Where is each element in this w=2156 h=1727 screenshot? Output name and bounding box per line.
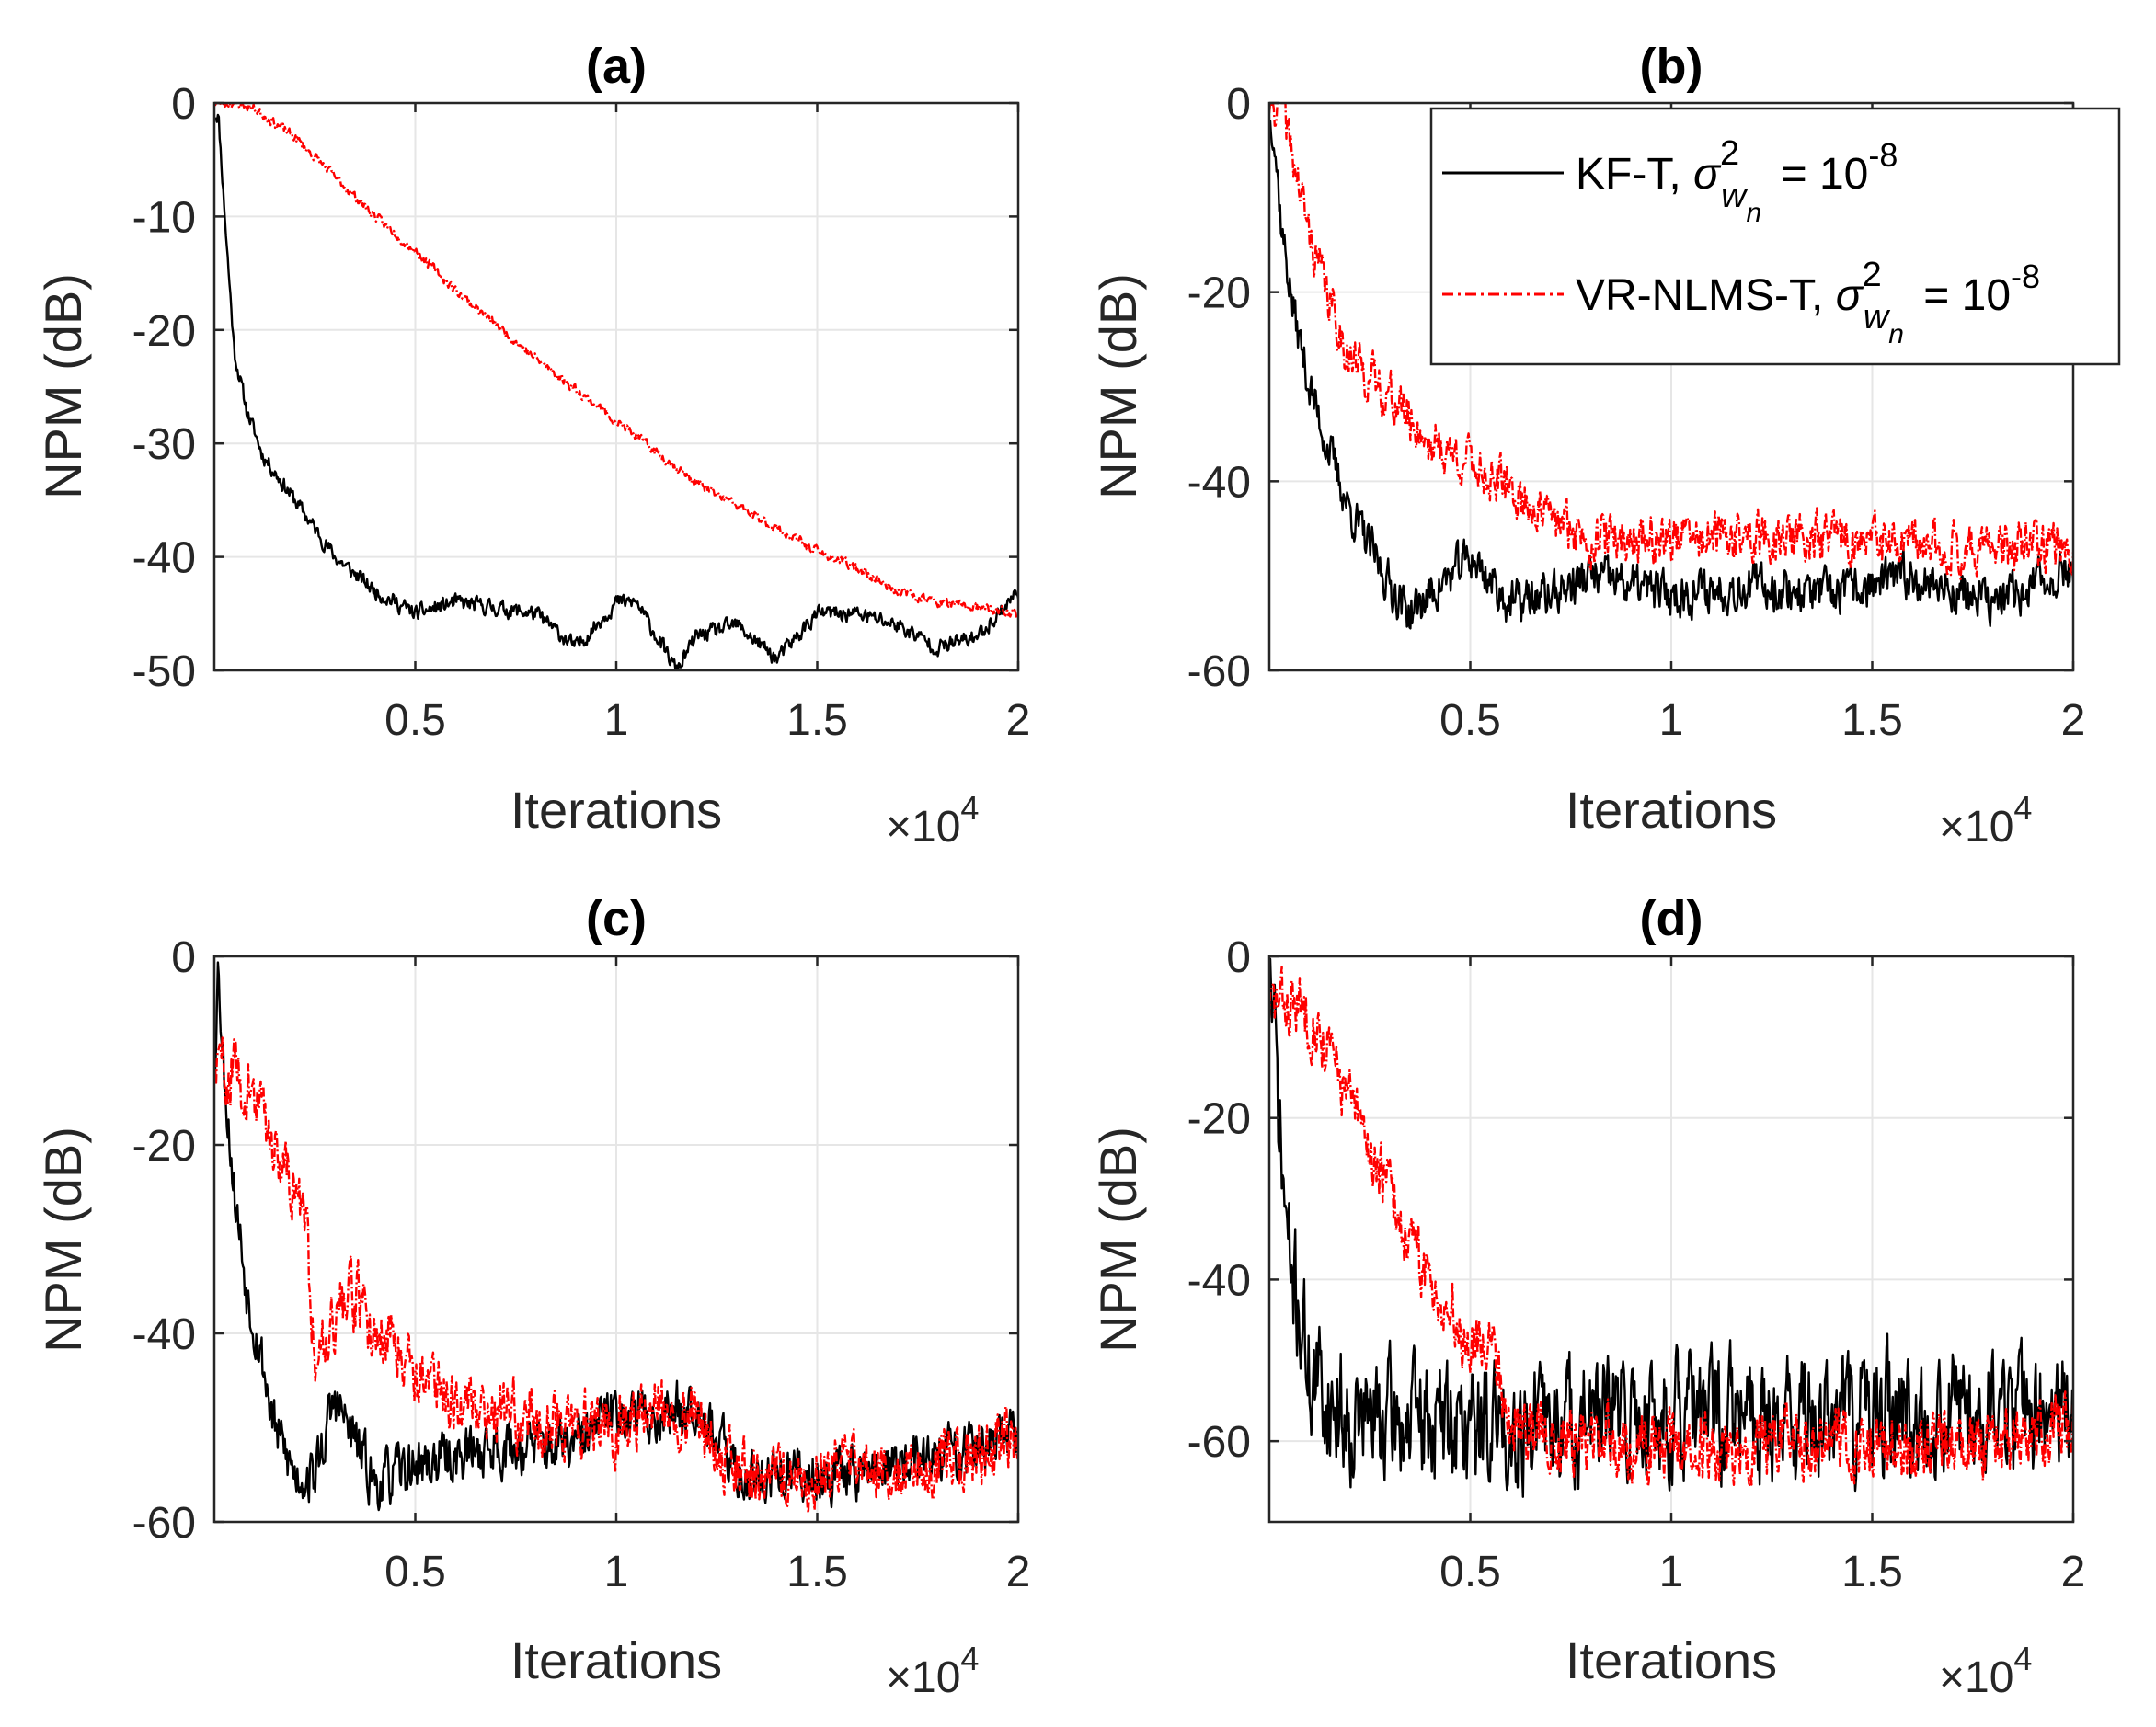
x-multiplier: ×10	[886, 1653, 960, 1702]
legend-value-exponent: -8	[2011, 257, 2040, 295]
legend-label: VR-NLMS-T,	[1576, 271, 1836, 320]
series-line-kf-t	[1269, 957, 2073, 1498]
y-tick-label: -60	[1187, 1418, 1251, 1467]
y-tick-label: 0	[1226, 933, 1251, 982]
sigma-symbol: σ	[1836, 271, 1864, 320]
x-tick-label: 0.5	[1439, 1548, 1501, 1596]
x-exponent-label: ×104	[1939, 1640, 2032, 1702]
x-tick-label: 0.5	[384, 1548, 446, 1596]
panel-a: 0.5 1 1.5 20-10-20-30-40-50 (a) Iterations …	[34, 39, 1030, 852]
sigma-superscript: 2	[1720, 134, 1739, 173]
legend-value: = 10	[1769, 150, 1868, 199]
x-tick-label: 1.5	[786, 696, 848, 745]
y-tick-label: -20	[132, 307, 196, 356]
x-multiplier-exponent: 4	[2013, 789, 2032, 827]
panel-d: 0.5 1 1.5 2 0 -20 -40 -60 (d) Iterations NPM (d…	[1089, 891, 2085, 1702]
x-multiplier-exponent: 4	[960, 789, 979, 827]
x-tick-label: 1	[1659, 696, 1684, 745]
x-tick-label: 1	[604, 696, 629, 745]
legend-label: KF-T,	[1576, 150, 1693, 199]
legend-entry-vr-nlms-t: VR-NLMS-T, σ2 wn = 10-8	[1576, 256, 2040, 349]
y-axis-label: NPM (dB)	[34, 273, 92, 499]
y-tick-label: -60	[1187, 647, 1251, 696]
ticks: 0.5 1 1.5 2 0 -10 -20 -30 -40 -50	[132, 80, 1031, 745]
legend: KF-T, σ2 wn = 10-8 VR-NLMS-T, σ2 wn = 10-8	[1429, 107, 2121, 366]
sigma-subscript: w	[1864, 298, 1891, 337]
panel-c: 0.5 1 1.5 2 0 -20 -40 -60 (c) Iterations NPM (d…	[34, 891, 1030, 1702]
y-axis-label: NPM (dB)	[34, 1127, 92, 1353]
sigma-symbol: σ	[1693, 150, 1722, 199]
x-tick-label: 1.5	[786, 1548, 848, 1596]
y-axis-label: NPM (dB)	[1089, 273, 1147, 499]
x-axis-label: Iterations	[510, 781, 722, 839]
y-tick-label: -40	[1187, 1256, 1251, 1305]
x-axis-label: Iterations	[1565, 1631, 1777, 1689]
legend-value-exponent: -8	[1868, 136, 1898, 174]
ticks: 0.5 1 1.5 2 0 -20 -40 -60	[1187, 80, 2086, 745]
legend-entry-kf-t: KF-T, σ2 wn = 10-8	[1576, 134, 1898, 228]
y-tick-label: -40	[132, 534, 196, 583]
sigma-subscript: w	[1721, 177, 1749, 215]
series-line-vr-nlms-t	[214, 103, 1018, 620]
x-tick-label: 0.5	[1439, 696, 1501, 745]
grid	[1269, 956, 2073, 1522]
x-tick-label: 1.5	[1841, 1548, 1903, 1596]
grid	[214, 956, 1018, 1522]
y-tick-label: -30	[132, 420, 196, 469]
grid	[214, 103, 1018, 670]
series-line-vr-nlms-t	[1269, 965, 2073, 1488]
ticks: 0.5 1 1.5 2 0 -20 -40 -60	[132, 933, 1031, 1596]
x-tick-label: 2	[2061, 696, 2086, 745]
x-tick-label: 2	[1006, 696, 1031, 745]
y-tick-label: -20	[132, 1122, 196, 1171]
series-layer	[214, 103, 1018, 670]
x-exponent-label: ×104	[886, 1640, 979, 1702]
x-tick-label: 1	[1659, 1548, 1684, 1596]
x-tick-label: 2	[1006, 1548, 1031, 1596]
ticks: 0.5 1 1.5 2 0 -20 -40 -60	[1187, 933, 2086, 1596]
x-exponent-label: ×104	[1939, 789, 2032, 852]
x-multiplier-exponent: 4	[960, 1640, 979, 1677]
y-tick-label: -60	[132, 1499, 196, 1548]
x-exponent-label: ×104	[886, 789, 979, 852]
series-line-vr-nlms-t	[214, 1036, 1018, 1515]
x-multiplier: ×10	[1939, 1653, 2013, 1702]
legend-box	[1429, 107, 2121, 366]
x-axis-label: Iterations	[1565, 781, 1777, 839]
panel-title: (a)	[586, 39, 647, 94]
series-line-kf-t	[214, 113, 1018, 670]
x-multiplier-exponent: 4	[2013, 1640, 2032, 1677]
y-tick-label: -20	[1187, 269, 1251, 318]
x-multiplier: ×10	[886, 803, 960, 852]
series-line-kf-t	[1269, 120, 2073, 630]
y-tick-label: -40	[132, 1310, 196, 1359]
series-layer	[1269, 103, 2073, 630]
x-multiplier: ×10	[1939, 803, 2013, 852]
sigma-sub-subscript: n	[1888, 319, 1904, 349]
x-tick-label: 0.5	[384, 696, 446, 745]
sigma-sub-subscript: n	[1747, 198, 1762, 228]
panel-b: 0.5 1 1.5 2 0 -20 -40 -60 (b) Iterations NPM (d…	[1089, 39, 2121, 852]
y-tick-label: 0	[171, 80, 196, 129]
sigma-superscript: 2	[1863, 256, 1882, 294]
x-tick-label: 2	[2061, 1548, 2086, 1596]
series-line-vr-nlms-t	[1269, 103, 2073, 580]
series-layer	[214, 961, 1018, 1515]
panel-title: (d)	[1640, 891, 1703, 946]
y-tick-label: -50	[132, 647, 196, 696]
y-tick-label: -10	[132, 193, 196, 242]
panel-title: (b)	[1640, 39, 1703, 94]
y-axis-label: NPM (dB)	[1089, 1127, 1147, 1353]
series-layer	[1269, 957, 2073, 1498]
x-tick-label: 1	[604, 1548, 629, 1596]
y-tick-label: 0	[171, 933, 196, 982]
y-tick-label: -40	[1187, 458, 1251, 507]
y-tick-label: -20	[1187, 1095, 1251, 1144]
legend-value: = 10	[1911, 271, 2011, 320]
x-tick-label: 1.5	[1841, 696, 1903, 745]
x-axis-label: Iterations	[510, 1631, 722, 1689]
panel-title: (c)	[586, 891, 647, 946]
y-tick-label: 0	[1226, 80, 1251, 129]
